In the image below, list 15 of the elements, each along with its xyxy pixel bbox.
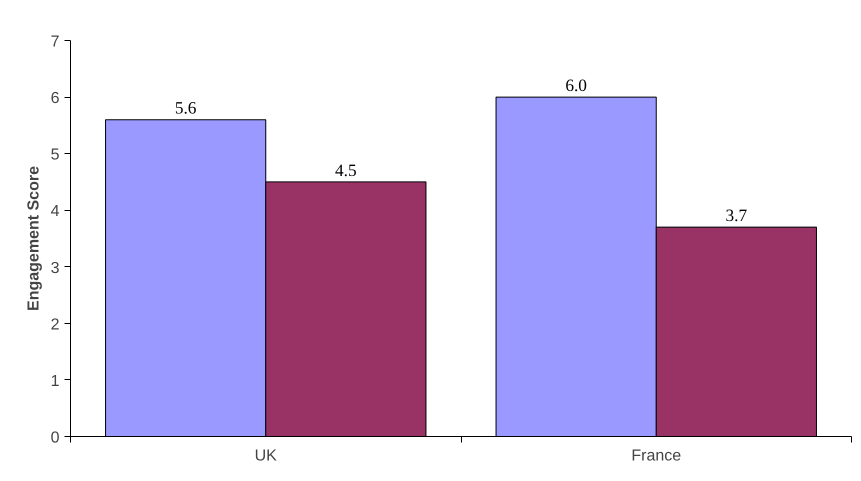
x-tick-label: UK	[254, 448, 278, 464]
data-label: 6.0	[565, 76, 587, 96]
data-label: 4.5	[335, 160, 357, 180]
y-tick-label: 0	[50, 430, 60, 446]
y-tick-label: 5	[50, 146, 60, 164]
data-label: 3.7	[726, 206, 748, 226]
y-tick-label: 2	[50, 316, 60, 334]
y-axis-title: Engagement Score	[26, 166, 43, 311]
x-tick-label: France	[631, 448, 682, 464]
data-label: 5.6	[174, 98, 197, 118]
y-tick-label: 1	[50, 372, 60, 390]
y-tick-label: 3	[50, 260, 60, 277]
y-tick-label: 4	[50, 203, 60, 220]
y-tick-label: 7	[50, 34, 60, 50]
y-tick-label: 6	[50, 90, 60, 108]
